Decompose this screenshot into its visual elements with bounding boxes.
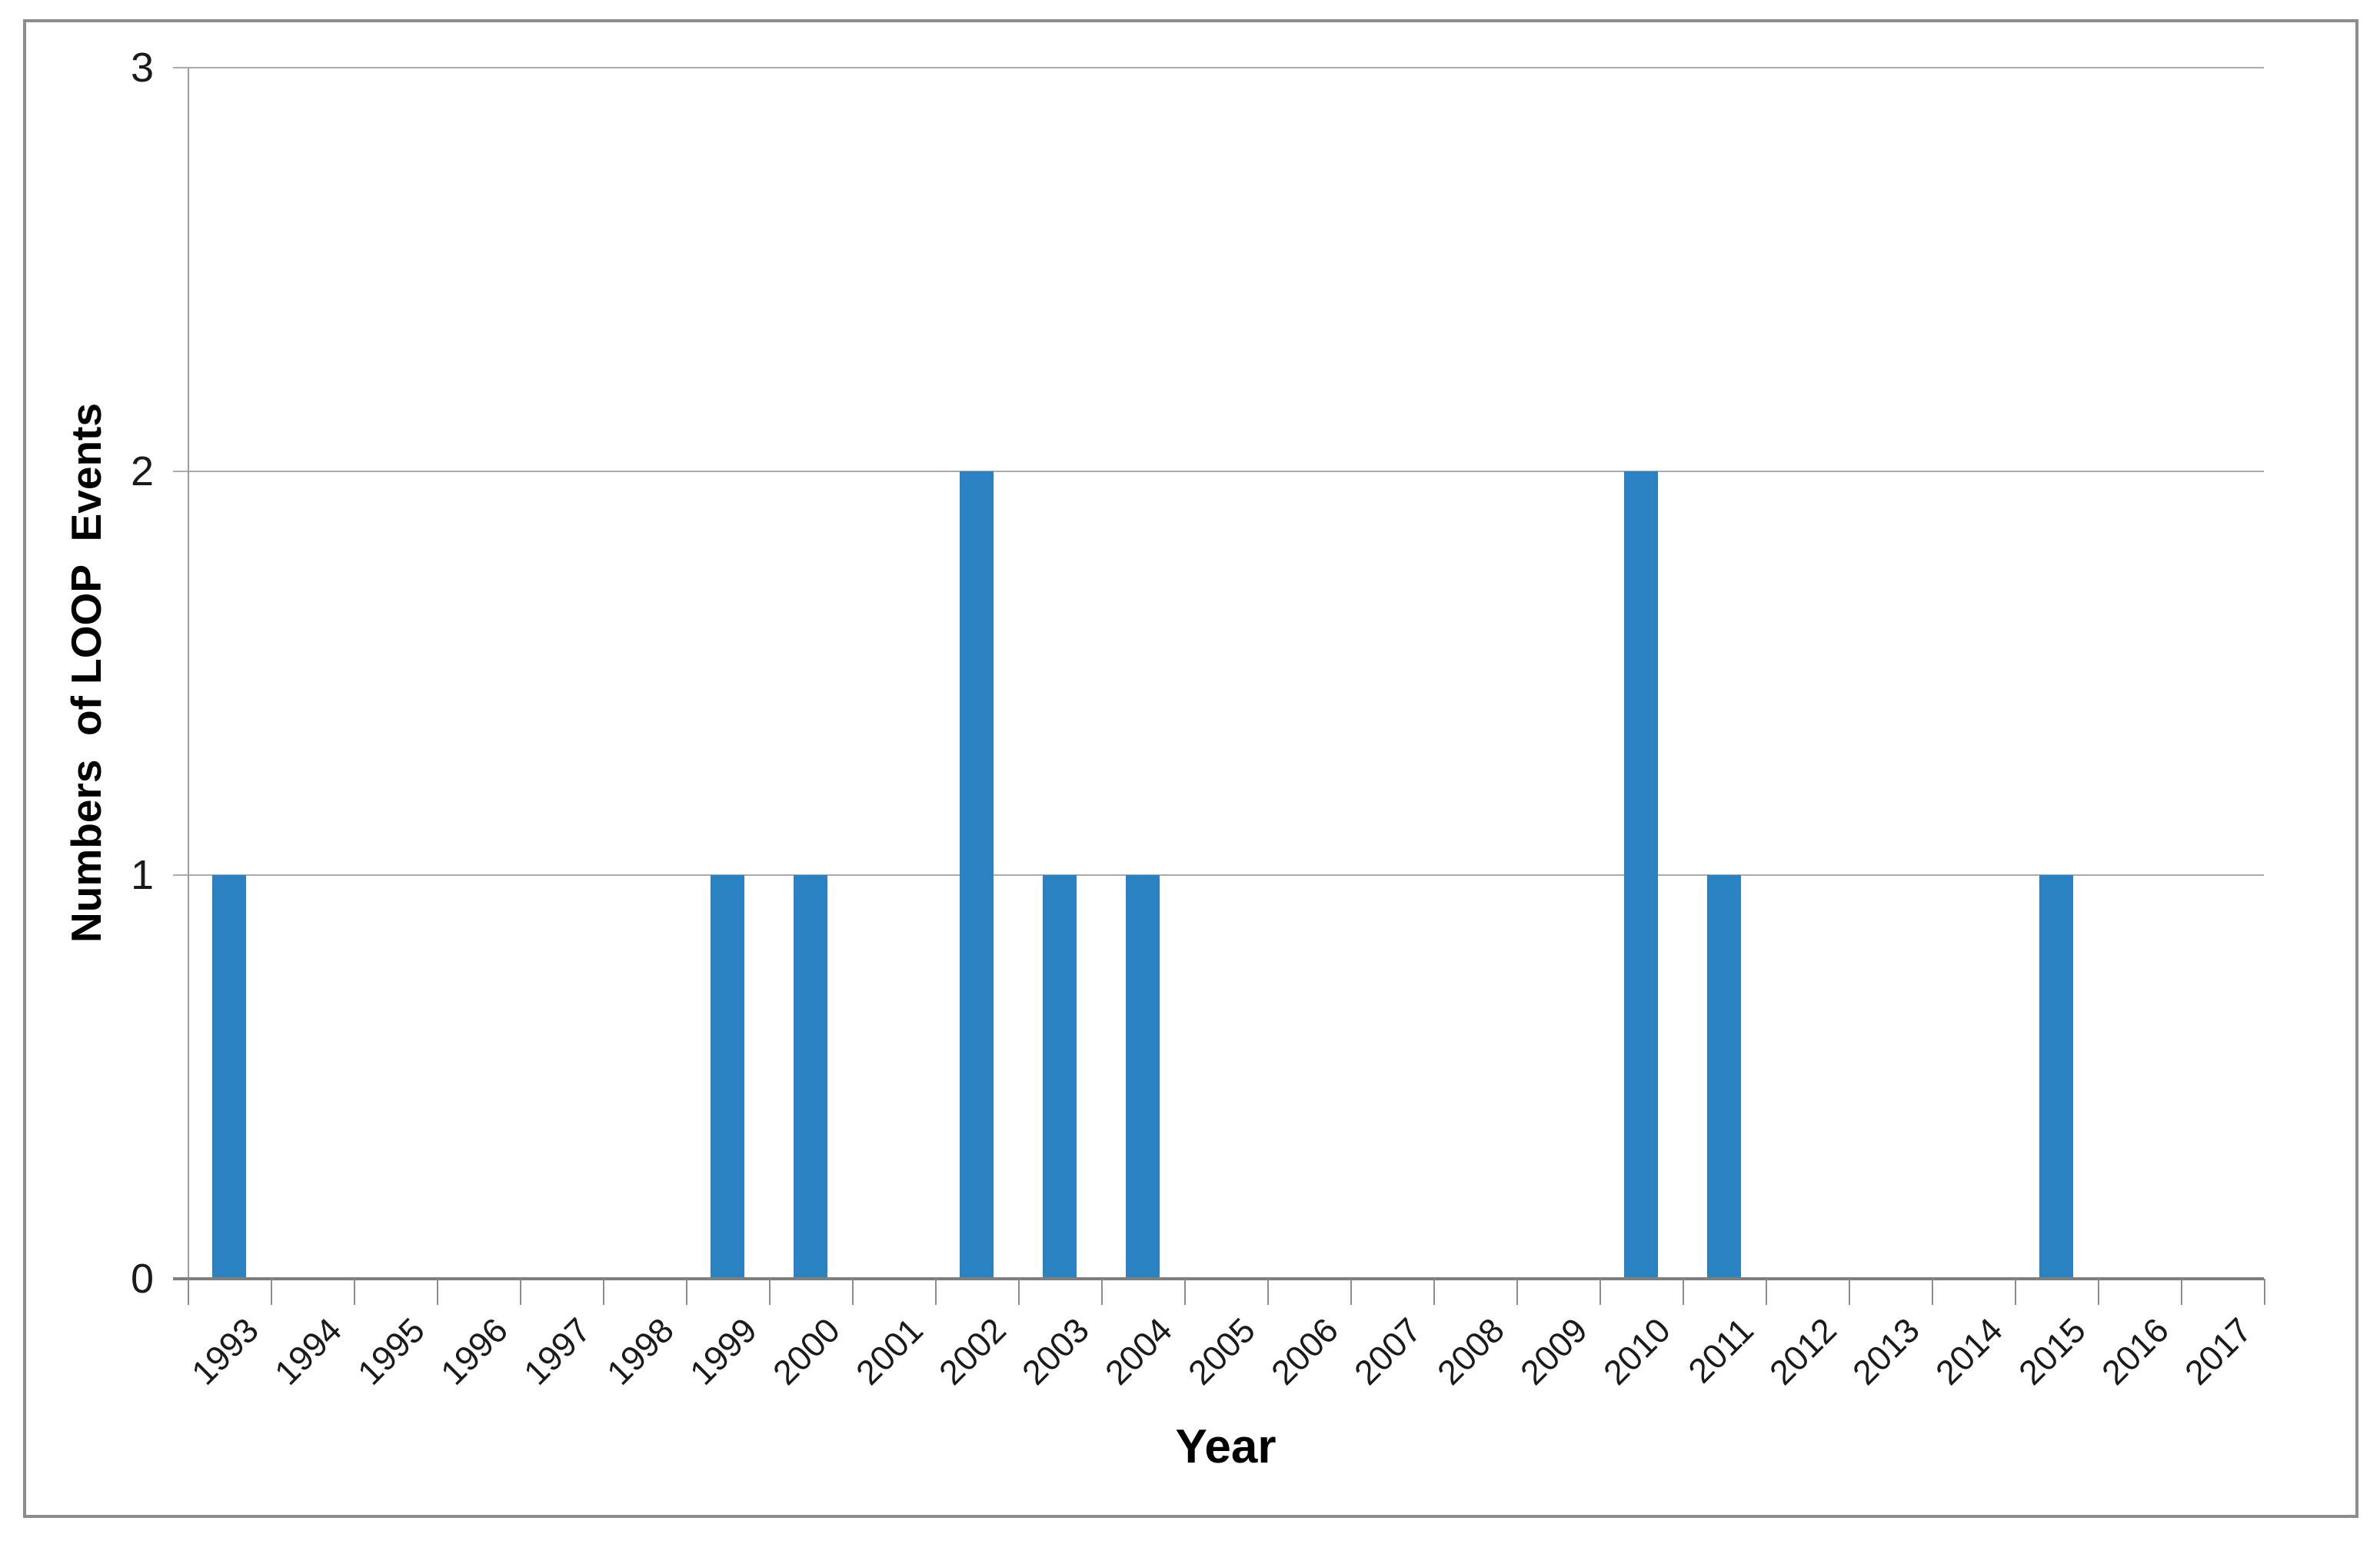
- bar-1999: [711, 875, 744, 1279]
- gridline-y3: [173, 67, 2264, 68]
- x-tick: [1101, 1279, 1103, 1305]
- x-tick: [354, 1279, 355, 1305]
- x-tick: [1184, 1279, 1186, 1305]
- x-tick: [1433, 1279, 1435, 1305]
- bar-2003: [1043, 875, 1077, 1279]
- bar-2015: [2039, 875, 2073, 1279]
- x-tick: [1267, 1279, 1269, 1305]
- y-tick-label-2: 2: [130, 448, 154, 494]
- y-axis-title: Numbers of LOOP Events: [62, 403, 110, 943]
- x-tick: [1849, 1279, 1850, 1305]
- x-tick: [1516, 1279, 1518, 1305]
- x-tick: [520, 1279, 521, 1305]
- bar-2004: [1126, 875, 1160, 1279]
- x-tick: [188, 1279, 189, 1305]
- x-axis-title: Year: [1175, 1420, 1277, 1473]
- bar-2002: [960, 471, 994, 1279]
- gridline-y2: [173, 471, 2264, 472]
- x-tick: [1683, 1279, 1684, 1305]
- x-tick: [603, 1279, 604, 1305]
- x-tick: [852, 1279, 854, 1305]
- x-axis-line: [173, 1277, 2264, 1280]
- x-tick: [769, 1279, 771, 1305]
- x-tick: [2181, 1279, 2182, 1305]
- x-tick: [2098, 1279, 2099, 1305]
- x-tick: [2264, 1279, 2265, 1305]
- gridline-y1: [173, 874, 2264, 876]
- bar-2000: [794, 875, 827, 1279]
- y-axis-line: [188, 68, 189, 1305]
- x-tick: [437, 1279, 438, 1305]
- x-tick: [2015, 1279, 2016, 1305]
- y-tick-label-3: 3: [130, 45, 154, 91]
- plot-area: [188, 68, 2264, 1279]
- x-tick: [271, 1279, 272, 1305]
- bar-2010: [1624, 471, 1658, 1279]
- x-tick: [1766, 1279, 1767, 1305]
- x-tick: [1599, 1279, 1601, 1305]
- x-tick: [686, 1279, 687, 1305]
- x-tick: [935, 1279, 937, 1305]
- y-tick-label-0: 0: [130, 1256, 154, 1302]
- bar-2011: [1707, 875, 1741, 1279]
- bar-1993: [212, 875, 246, 1279]
- x-tick: [1350, 1279, 1352, 1305]
- y-tick-label-1: 1: [130, 852, 154, 898]
- chart-outer-frame: [23, 19, 2358, 1518]
- x-tick: [1018, 1279, 1020, 1305]
- x-tick: [1932, 1279, 1933, 1305]
